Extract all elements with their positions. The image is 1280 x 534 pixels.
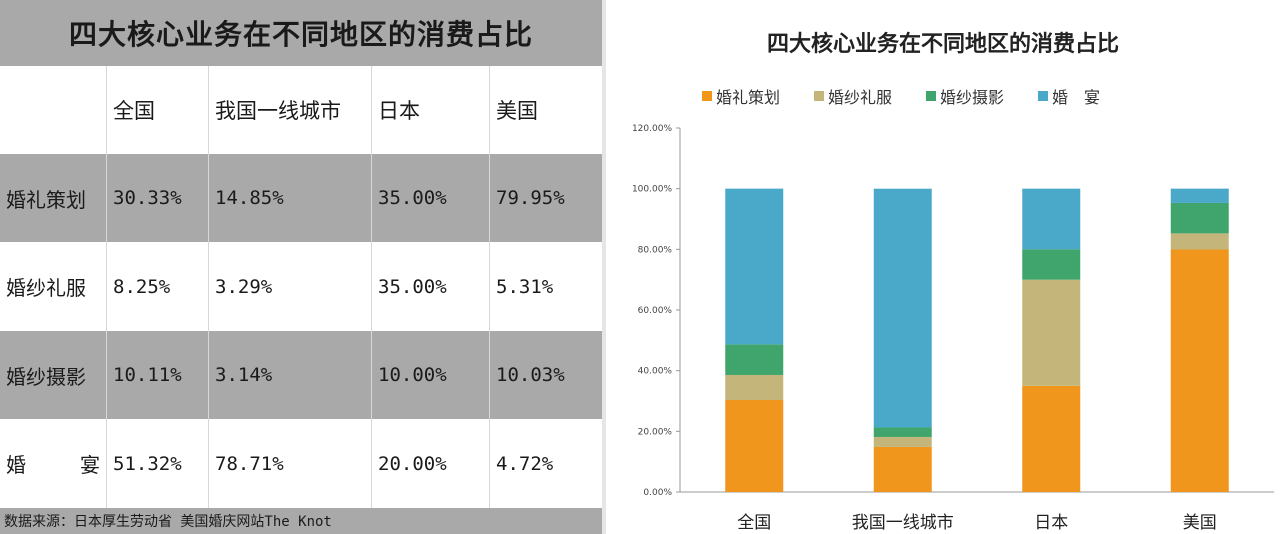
table-cell: 79.95%: [489, 154, 602, 242]
y-tick-label: 20.00%: [638, 427, 673, 437]
header-cell-national: 全国: [106, 66, 208, 154]
table-cell: 4.72%: [489, 419, 602, 508]
table-cell: 14.85%: [208, 154, 371, 242]
table-cell: 51.32%: [106, 419, 208, 508]
table-cell: 30.33%: [106, 154, 208, 242]
x-tick-label: 全国: [737, 513, 771, 533]
x-tick-label: 美国: [1183, 513, 1217, 533]
legend-item: 婚礼策划: [702, 86, 781, 107]
bar-segment: [725, 188, 784, 345]
row-label-left: 婚: [6, 453, 26, 477]
bar-segment: [725, 374, 784, 400]
legend-swatch: [814, 91, 825, 101]
x-tick-label: 日本: [1034, 513, 1068, 533]
table-cell: 35.00%: [371, 154, 489, 242]
chart-title: 四大核心业务在不同地区的消费占比: [766, 32, 1119, 57]
legend-label: 婚 宴: [1052, 88, 1101, 107]
y-tick-label: 60.00%: [638, 306, 673, 316]
bar-segment: [1022, 249, 1081, 280]
chart-legend: 婚礼策划 婚纱礼服 婚纱摄影 婚 宴: [702, 86, 1101, 107]
table-cell: 10.03%: [489, 331, 602, 419]
legend-item: 婚纱礼服: [814, 86, 893, 107]
bar-segment: [1022, 279, 1081, 386]
row-label: 婚纱摄影: [6, 364, 86, 389]
table-cell: 3.29%: [208, 242, 371, 331]
table-cell: 20.00%: [371, 419, 489, 508]
table-cell: 35.00%: [371, 242, 489, 331]
legend-label: 婚纱礼服: [828, 88, 893, 107]
source-note: 数据来源：日本厚生劳动省 美国婚庆网站The Knot: [0, 508, 602, 534]
table-title: 四大核心业务在不同地区的消费占比: [0, 0, 602, 66]
table-row: 婚 宴 51.32% 78.71% 20.00% 4.72%: [0, 419, 602, 508]
bar-segment: [725, 344, 784, 375]
bar-segment: [873, 427, 932, 437]
bar-segment: [1022, 188, 1081, 250]
y-tick-label: 80.00%: [638, 245, 673, 255]
data-table-panel: 四大核心业务在不同地区的消费占比 全国 我国一线城市 日本 美国 婚礼策划 30…: [0, 0, 602, 534]
bar-segment: [1170, 233, 1229, 250]
legend-label: 婚礼策划: [716, 88, 781, 107]
row-label: 婚 宴: [0, 419, 106, 508]
table-row: 婚纱礼服 8.25% 3.29% 35.00% 5.31%: [0, 242, 602, 331]
bar-segment: [873, 446, 932, 492]
header-cell-empty: [0, 66, 106, 154]
table-cell: 10.00%: [371, 331, 489, 419]
bar-segment: [873, 436, 932, 447]
table-cell: 8.25%: [106, 242, 208, 331]
header-cell-usa: 美国: [489, 66, 602, 154]
panel-divider: [602, 0, 606, 534]
legend-swatch: [702, 91, 712, 101]
table-row: 婚纱摄影 10.11% 3.14% 10.00% 10.03%: [0, 331, 602, 419]
bar-segment: [1170, 249, 1229, 492]
legend-swatch: [926, 91, 937, 101]
bar-segment: [1170, 188, 1229, 203]
table-cell: 10.11%: [106, 331, 208, 419]
row-label: 婚纱礼服: [6, 276, 86, 300]
bar-segment: [873, 188, 932, 428]
y-tick-label: 100.00%: [632, 185, 672, 195]
table-cell: 78.71%: [208, 419, 371, 508]
x-tick-label: 我国一线城市: [852, 513, 954, 533]
table-header-row: 全国 我国一线城市 日本 美国: [0, 66, 602, 154]
table-row: 婚礼策划 30.33% 14.85% 35.00% 79.95%: [0, 154, 602, 242]
y-tick-label: 120.00%: [632, 124, 672, 134]
bar-segment: [1022, 385, 1081, 492]
header-cell-japan: 日本: [371, 66, 489, 154]
header-cell-tier1: 我国一线城市: [208, 66, 371, 154]
row-label: 婚礼策划: [6, 187, 86, 212]
y-tick-label: 0.00%: [643, 488, 672, 498]
legend-item: 婚 宴: [1038, 86, 1101, 107]
chart-canvas: 0.00% 20.00% 40.00% 60.00% 80.00% 100.00% 120.…: [632, 124, 1274, 533]
stacked-bar-chart: 0.00% 20.00% 40.00% 60.00% 80.00% 100.00% 120.…: [606, 0, 1280, 534]
legend-label: 婚纱摄影: [940, 88, 1005, 107]
table-cell: 5.31%: [489, 242, 602, 331]
legend-item: 婚纱摄影: [926, 86, 1005, 107]
legend-swatch: [1038, 91, 1049, 101]
row-label-right: 宴: [80, 453, 100, 477]
bar-segment: [1170, 202, 1229, 234]
table-cell: 3.14%: [208, 331, 371, 419]
y-tick-label: 40.00%: [638, 367, 673, 377]
bar-segment: [725, 399, 784, 492]
